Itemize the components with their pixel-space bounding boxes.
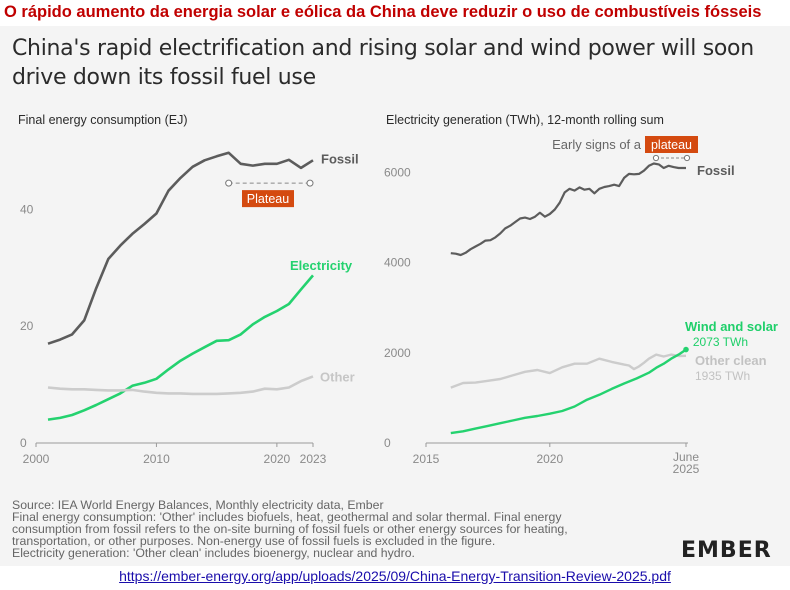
chart2-x-tick-label-end-line2: 2025 [673,462,700,476]
chart-card: China's rapid electrification and rising… [0,26,790,566]
chart1-y-tick-label: 20 [20,319,34,333]
source-notes: Source: IEA World Energy Balances, Month… [12,499,662,559]
chart2-wind-solar-end-marker [683,346,689,353]
chart1-plateau-label: Plateau [247,192,289,206]
chart1-plateau-start-marker [225,179,233,187]
chart2-x-tick-label-end-line1: June [673,450,699,464]
banner: O rápido aumento da energia solar e eóli… [0,0,790,26]
chart2-y-tick-label: 4000 [384,256,411,270]
chart1-legend-electricity: Electricity [290,258,353,273]
chart1-y-tick-label: 40 [20,202,34,216]
chart-title-line-2: drive down its fossil fuel use [12,65,316,90]
chart1-series-other-line [47,375,314,396]
chart1-x-tick-label: 2010 [143,452,170,466]
chart1-legend-other: Other [320,369,355,384]
chart2-title: Electricity generation (TWh), 12-month r… [386,113,664,127]
chart1-series-fossil-line [47,151,314,345]
chart2-wind-solar-value: 2073 TWh [693,335,748,349]
chart2-x-tick-label: 2015 [413,452,440,466]
chart1-title: Final energy consumption (EJ) [18,113,188,127]
chart2-x-tick-label: 2020 [536,452,563,466]
banner-title: O rápido aumento da energia solar e eóli… [4,3,762,21]
chart1-plateau-badge [242,190,294,208]
chart1-x-tick-label: 2000 [23,452,50,466]
source-note: consumption from fossil refers to the on… [12,522,568,536]
ember-logo: EMBER [681,538,772,563]
chart-main-title: China's rapid electrification and rising… [12,34,782,92]
chart1-series-electricity-line [47,274,314,421]
chart2-series-fossil-line [450,162,686,257]
chart2-plateau-badge [645,136,698,153]
chart2-plateau-label: plateau [651,138,692,152]
chart2-y-tick-label: 2000 [384,346,411,360]
source-link[interactable]: https://ember-energy.org/app/uploads/202… [119,568,671,584]
chart1-x-tick-label: 2020 [264,452,291,466]
chart2-legend-fossil: Fossil [697,163,735,178]
chart2-series-electricity-line [450,348,687,435]
chart2-series-other-line [450,353,687,389]
chart1-x-tick-label: 2023 [300,452,327,466]
chart2-plateau-start-marker [652,154,660,162]
source-note: transportation, or other purposes. Non-e… [12,534,496,548]
chart2-legend-wind-solar: Wind and solar [685,319,778,334]
source-note: Electricity generation: 'Other clean' in… [12,546,415,560]
chart1-y-tick-label: 0 [20,436,27,450]
chart2-legend-other-clean: Other clean [695,353,767,368]
chart2-y-tick-label: 6000 [384,166,411,180]
chart-title-line-1: China's rapid electrification and rising… [12,36,754,61]
chart2-annotation-text: Early signs of a [552,137,642,152]
chart1-legend-fossil: Fossil [321,151,359,166]
source-note: Source: IEA World Energy Balances, Month… [12,498,384,512]
chart2-plateau-end-marker [683,154,691,162]
chart1-plateau-end-marker [306,179,314,187]
chart2-y-tick-label: 0 [384,436,391,450]
chart2-other-clean-value: 1935 TWh [695,369,750,383]
source-note: Final energy consumption: 'Other' includ… [12,510,562,524]
